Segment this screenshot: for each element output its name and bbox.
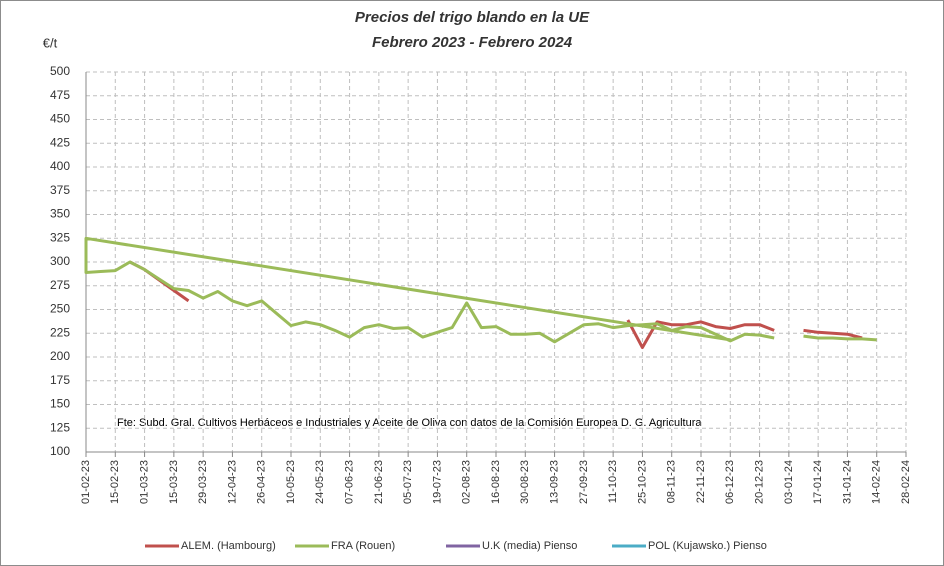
x-tick-label: 29-03-23 [197, 460, 209, 504]
x-tick-label: 24-05-23 [314, 460, 326, 504]
y-tick-label: 475 [50, 88, 70, 102]
legend-label: FRA (Rouen) [331, 540, 395, 552]
y-tick-label: 400 [50, 159, 70, 173]
x-tick-label: 30-08-23 [519, 460, 531, 504]
x-tick-label: 06-12-23 [724, 460, 736, 504]
chart-subtitle: Febrero 2023 - Febrero 2024 [372, 34, 573, 51]
x-tick-label: 13-09-23 [548, 460, 560, 504]
x-tick-label: 21-06-23 [373, 460, 385, 504]
y-tick-label: 450 [50, 112, 70, 126]
x-tick-label: 22-11-23 [695, 460, 707, 503]
y-tick-label: 200 [50, 349, 70, 363]
legend-item: POL (Kujawsko.) Pienso [612, 540, 767, 552]
y-tick-label: 325 [50, 230, 70, 244]
y-tick-label: 300 [50, 254, 70, 268]
y-tick-label: 500 [50, 64, 70, 78]
x-tick-label: 20-12-23 [753, 460, 765, 504]
x-tick-label: 28-02-24 [900, 460, 912, 504]
x-tick-label: 01-03-23 [138, 460, 150, 504]
legend-label: POL (Kujawsko.) Pienso [648, 540, 767, 552]
y-tick-label: 250 [50, 302, 70, 316]
x-tick-label: 03-01-24 [783, 460, 795, 504]
legend-label: ALEM. (Hambourg) [181, 540, 276, 552]
annotation: Fte: Subd. Gral. Cultivos Herbáceos e In… [117, 417, 702, 429]
x-tick-label: 07-06-23 [343, 460, 355, 504]
y-tick-label: 175 [50, 373, 70, 387]
x-tick-label: 01-02-23 [80, 460, 92, 504]
x-tick-label: 31-01-24 [841, 460, 853, 504]
y-axis-label: €/t [43, 35, 58, 50]
x-tick-label: 27-09-23 [578, 460, 590, 504]
chart-title: Precios del trigo blando en la UE [355, 9, 590, 26]
legend-item: U.K (media) Pienso [446, 540, 577, 552]
x-tick-label: 02-08-23 [461, 460, 473, 504]
y-tick-label: 425 [50, 135, 70, 149]
x-tick-label: 08-11-23 [666, 460, 678, 503]
x-tick-label: 16-08-23 [490, 460, 502, 504]
x-tick-label: 15-02-23 [109, 460, 121, 504]
y-tick-label: 275 [50, 278, 70, 292]
x-tick-label: 19-07-23 [431, 460, 443, 504]
x-tick-label: 25-10-23 [636, 460, 648, 504]
x-tick-label: 15-03-23 [168, 460, 180, 504]
legend-item: ALEM. (Hambourg) [145, 540, 276, 552]
legend-label: U.K (media) Pienso [482, 540, 577, 552]
y-tick-label: 350 [50, 207, 70, 221]
x-tick-label: 17-01-24 [812, 460, 824, 504]
x-tick-label: 11-10-23 [607, 460, 619, 503]
x-tick-label: 05-07-23 [402, 460, 414, 504]
y-tick-label: 100 [50, 444, 70, 458]
y-tick-label: 125 [50, 420, 70, 434]
x-tick-label: 14-02-24 [871, 460, 883, 504]
x-tick-label: 26-04-23 [256, 460, 268, 504]
series-line [84, 236, 877, 344]
y-tick-label: 225 [50, 325, 70, 339]
legend-item: FRA (Rouen) [295, 540, 395, 552]
x-tick-label: 12-04-23 [226, 460, 238, 504]
y-tick-label: 150 [50, 397, 70, 411]
y-tick-label: 375 [50, 183, 70, 197]
x-tick-label: 10-05-23 [285, 460, 297, 504]
